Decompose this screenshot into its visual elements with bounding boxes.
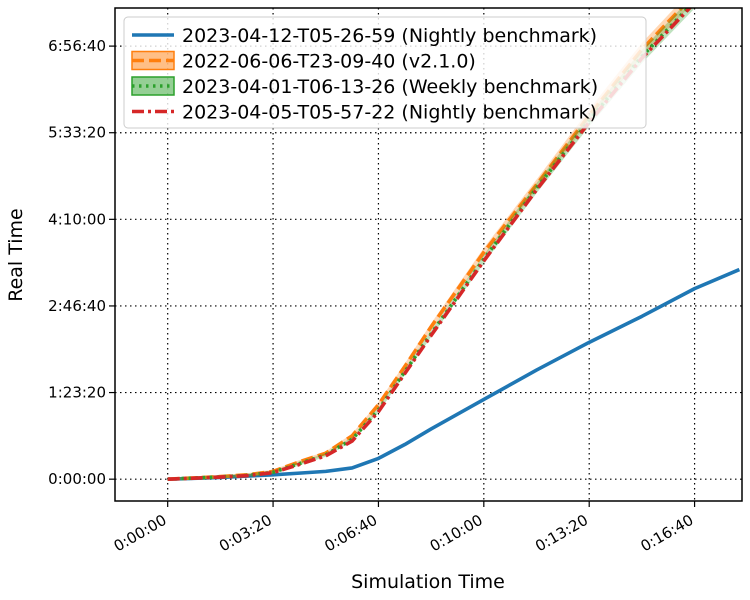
x-tick-label: 0:16:40: [637, 511, 696, 556]
y-tick-label: 2:46:40: [48, 297, 106, 315]
x-tick-label: 0:06:40: [321, 511, 380, 556]
x-tick-label: 0:13:20: [532, 511, 591, 556]
x-tick-label: 0:00:00: [111, 511, 170, 556]
y-tick-label: 5:33:20: [48, 124, 106, 142]
x-axis-label: Simulation Time: [351, 571, 505, 593]
legend-label: 2022-06-06-T23-09-40 (v2.1.0): [182, 51, 476, 73]
x-tick-label: 0:10:00: [427, 511, 486, 556]
legend-label: 2023-04-05-T05-57-22 (Nightly benchmark): [182, 102, 597, 124]
legend-label: 2023-04-12-T05-26-59 (Nightly benchmark): [182, 25, 597, 47]
plot-frame: [114, 7, 743, 502]
legend-label: 2023-04-01-T06-13-26 (Weekly benchmark): [182, 76, 598, 98]
legend-frame: [123, 16, 647, 129]
x-tick-label: 0:03:20: [216, 511, 275, 556]
y-tick-label: 4:10:00: [48, 210, 106, 228]
y-tick-label: 6:56:40: [48, 37, 106, 55]
legend: 2023-04-12-T05-26-59 (Nightly benchmark)…: [123, 16, 647, 129]
y-tick-label: 1:23:20: [48, 384, 106, 402]
y-axis-label: Real Time: [5, 208, 27, 302]
y-tick-label: 0:00:00: [48, 470, 106, 488]
